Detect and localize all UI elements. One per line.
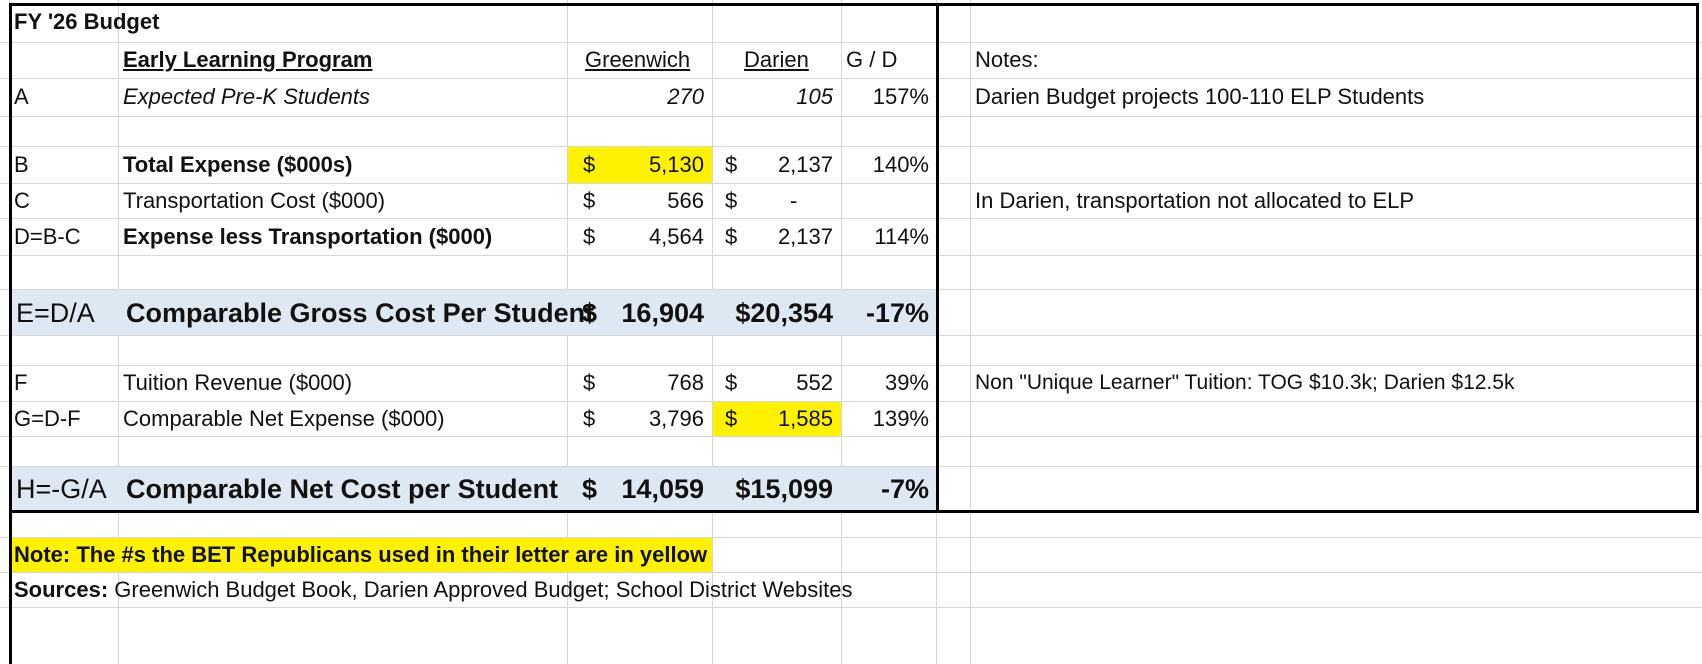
greenwich-value: 14,059 bbox=[621, 474, 704, 504]
note-text: Darien Budget projects 100-110 ELP Stude… bbox=[975, 84, 1425, 109]
greenwich-value: 3,796 bbox=[648, 406, 704, 431]
header-greenwich: Greenwich bbox=[585, 47, 691, 72]
header-program: Early Learning Program bbox=[123, 47, 373, 72]
currency-symbol: $ bbox=[582, 474, 598, 504]
grid-line bbox=[0, 146, 1702, 147]
greenwich-value: 768 bbox=[667, 370, 704, 395]
note-text: In Darien, transportation not allocated … bbox=[975, 188, 1415, 213]
grid-line bbox=[0, 436, 1702, 437]
row-code: C bbox=[14, 188, 30, 213]
header-notes: Notes: bbox=[975, 47, 1039, 72]
row-code: A bbox=[14, 84, 29, 109]
grid-line bbox=[970, 0, 971, 664]
sources-label: Sources: bbox=[14, 577, 109, 602]
grid-line bbox=[0, 401, 1702, 402]
currency-symbol: $ bbox=[583, 152, 596, 177]
currency-symbol: $ bbox=[583, 406, 596, 431]
grid-line bbox=[0, 289, 1702, 290]
row-code: H=-G/A bbox=[16, 474, 107, 504]
row-label: Tuition Revenue ($000) bbox=[123, 370, 353, 395]
darien-value: 552 bbox=[796, 370, 833, 395]
darien-value: $15,099 bbox=[735, 474, 833, 504]
row-label: Total Expense ($000s) bbox=[123, 152, 353, 177]
ratio-value: -7% bbox=[880, 474, 929, 504]
row-label: Expected Pre-K Students bbox=[123, 84, 371, 109]
row-label: Comparable Net Expense ($000) bbox=[123, 406, 445, 431]
greenwich-value: 16,904 bbox=[621, 298, 704, 328]
grid-line bbox=[0, 607, 1702, 608]
grid-line bbox=[0, 335, 1702, 336]
darien-value: 2,137 bbox=[777, 152, 833, 177]
ratio-value: 157% bbox=[872, 84, 929, 109]
grid-line bbox=[0, 218, 1702, 219]
greenwich-value: 4,564 bbox=[648, 224, 704, 249]
currency-symbol: $ bbox=[725, 406, 738, 431]
row-label: Expense less Transportation ($000) bbox=[123, 224, 493, 249]
band-row-e bbox=[12, 290, 936, 335]
header-darien: Darien bbox=[744, 47, 809, 72]
ratio-value: 140% bbox=[872, 152, 929, 177]
ratio-value: 139% bbox=[872, 406, 929, 431]
row-code: G=D-F bbox=[14, 406, 81, 431]
row-code: E=D/A bbox=[16, 298, 95, 328]
greenwich-value: 566 bbox=[667, 188, 704, 213]
currency-symbol: $ bbox=[725, 370, 738, 395]
grid-line bbox=[0, 183, 1702, 184]
ratio-value: 39% bbox=[884, 370, 929, 395]
grid-line bbox=[0, 116, 1702, 117]
budget-title: FY '26 Budget bbox=[14, 9, 160, 34]
row-code: B bbox=[14, 152, 29, 177]
darien-value: $20,354 bbox=[735, 298, 833, 328]
currency-symbol: $ bbox=[582, 298, 598, 328]
currency-symbol: $ bbox=[725, 188, 738, 213]
currency-symbol: $ bbox=[725, 224, 738, 249]
greenwich-value: 270 bbox=[667, 84, 704, 109]
greenwich-value: 5,130 bbox=[648, 152, 704, 177]
highlight-cell bbox=[713, 402, 841, 436]
currency-symbol: $ bbox=[583, 370, 596, 395]
currency-symbol: $ bbox=[583, 188, 596, 213]
ratio-value: 114% bbox=[874, 224, 929, 249]
note-text: Non "Unique Learner" Tuition: TOG $10.3k… bbox=[975, 371, 1515, 394]
darien-value: 1,585 bbox=[777, 406, 833, 431]
row-label: Transportation Cost ($000) bbox=[123, 188, 386, 213]
grid-line bbox=[0, 255, 1702, 256]
header-ratio: G / D bbox=[846, 47, 898, 72]
currency-symbol: $ bbox=[583, 224, 596, 249]
darien-value: 2,137 bbox=[777, 224, 833, 249]
footer-note: Note: The #s the BET Republicans used in… bbox=[14, 542, 708, 567]
darien-value: - bbox=[790, 188, 798, 213]
sources-text: Greenwich Budget Book, Darien Approved B… bbox=[108, 577, 853, 602]
left-border bbox=[9, 513, 12, 664]
darien-value: 105 bbox=[796, 84, 833, 109]
notes-divider bbox=[936, 3, 939, 513]
footer-sources: Sources: Greenwich Budget Book, Darien A… bbox=[14, 571, 852, 609]
currency-symbol: $ bbox=[725, 152, 738, 177]
grid-line bbox=[0, 537, 1702, 538]
row-label: Comparable Gross Cost Per Student bbox=[126, 298, 595, 328]
row-code: D=B-C bbox=[14, 224, 81, 249]
grid-line bbox=[0, 42, 1702, 43]
highlight-cell bbox=[568, 147, 712, 183]
row-label: Comparable Net Cost per Student bbox=[126, 474, 559, 504]
grid-line bbox=[0, 466, 1702, 467]
ratio-value: -17% bbox=[865, 298, 929, 328]
grid-line bbox=[0, 78, 1702, 79]
table-border bbox=[9, 3, 1699, 513]
band-row-h bbox=[12, 467, 936, 510]
row-code: F bbox=[14, 370, 28, 395]
grid-line bbox=[0, 365, 1702, 366]
grid-line bbox=[0, 572, 1702, 573]
highlight-note bbox=[9, 538, 712, 572]
